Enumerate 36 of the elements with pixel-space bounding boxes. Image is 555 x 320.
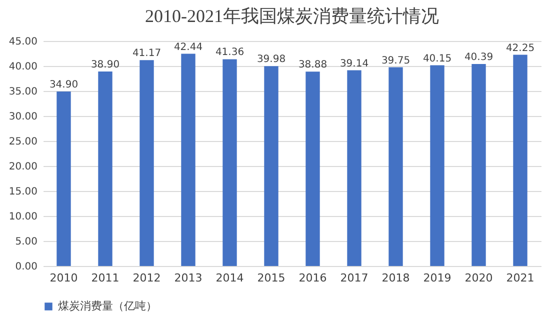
data-label: 40.15 — [422, 53, 452, 64]
chart-title: 2010-2021年我国煤炭消费量统计情况 — [145, 6, 439, 26]
data-label: 39.98 — [256, 54, 286, 66]
x-tick-label: 2019 — [423, 272, 452, 284]
data-label: 39.75 — [381, 55, 410, 66]
x-tick-label: 2018 — [382, 272, 410, 284]
x-tick-label: 2020 — [464, 272, 493, 284]
y-tick-label: 10.00 — [8, 212, 38, 222]
y-tick-label: 20.00 — [8, 162, 38, 172]
x-tick-label: 2013 — [174, 272, 202, 284]
y-tick-label: 15.00 — [8, 186, 38, 198]
data-label: 41.17 — [132, 48, 162, 60]
x-tick-label: 2012 — [132, 272, 161, 284]
y-tick-label: 0.00 — [15, 262, 38, 272]
data-label: 34.90 — [49, 80, 78, 90]
data-label: 40.39 — [464, 52, 494, 64]
x-tick-label: 2016 — [298, 272, 327, 284]
data-label: 42.44 — [174, 42, 203, 53]
data-label: 39.14 — [340, 58, 369, 70]
x-tick-label: 2015 — [257, 272, 286, 284]
y-tick-label: 40.00 — [8, 62, 38, 72]
data-label: 41.36 — [215, 47, 244, 58]
y-tick-label: 5.00 — [15, 236, 38, 248]
y-tick-label: 35.00 — [8, 86, 38, 98]
x-tick-label: 2010 — [50, 272, 78, 284]
x-tick-label: 2011 — [91, 272, 120, 284]
data-label: 38.90 — [90, 60, 120, 70]
legend-label: 煤炭消费量（亿吨） — [58, 300, 157, 312]
y-tick-label: 45.00 — [8, 36, 38, 48]
x-tick-label: 2017 — [340, 272, 368, 284]
x-tick-label: 2021 — [506, 272, 534, 284]
x-tick-label: 2014 — [216, 272, 244, 284]
data-label: 38.88 — [298, 60, 328, 71]
data-label: 42.25 — [506, 42, 535, 54]
y-tick-label: 30.00 — [8, 112, 38, 122]
y-tick-label: 25.00 — [8, 136, 38, 148]
